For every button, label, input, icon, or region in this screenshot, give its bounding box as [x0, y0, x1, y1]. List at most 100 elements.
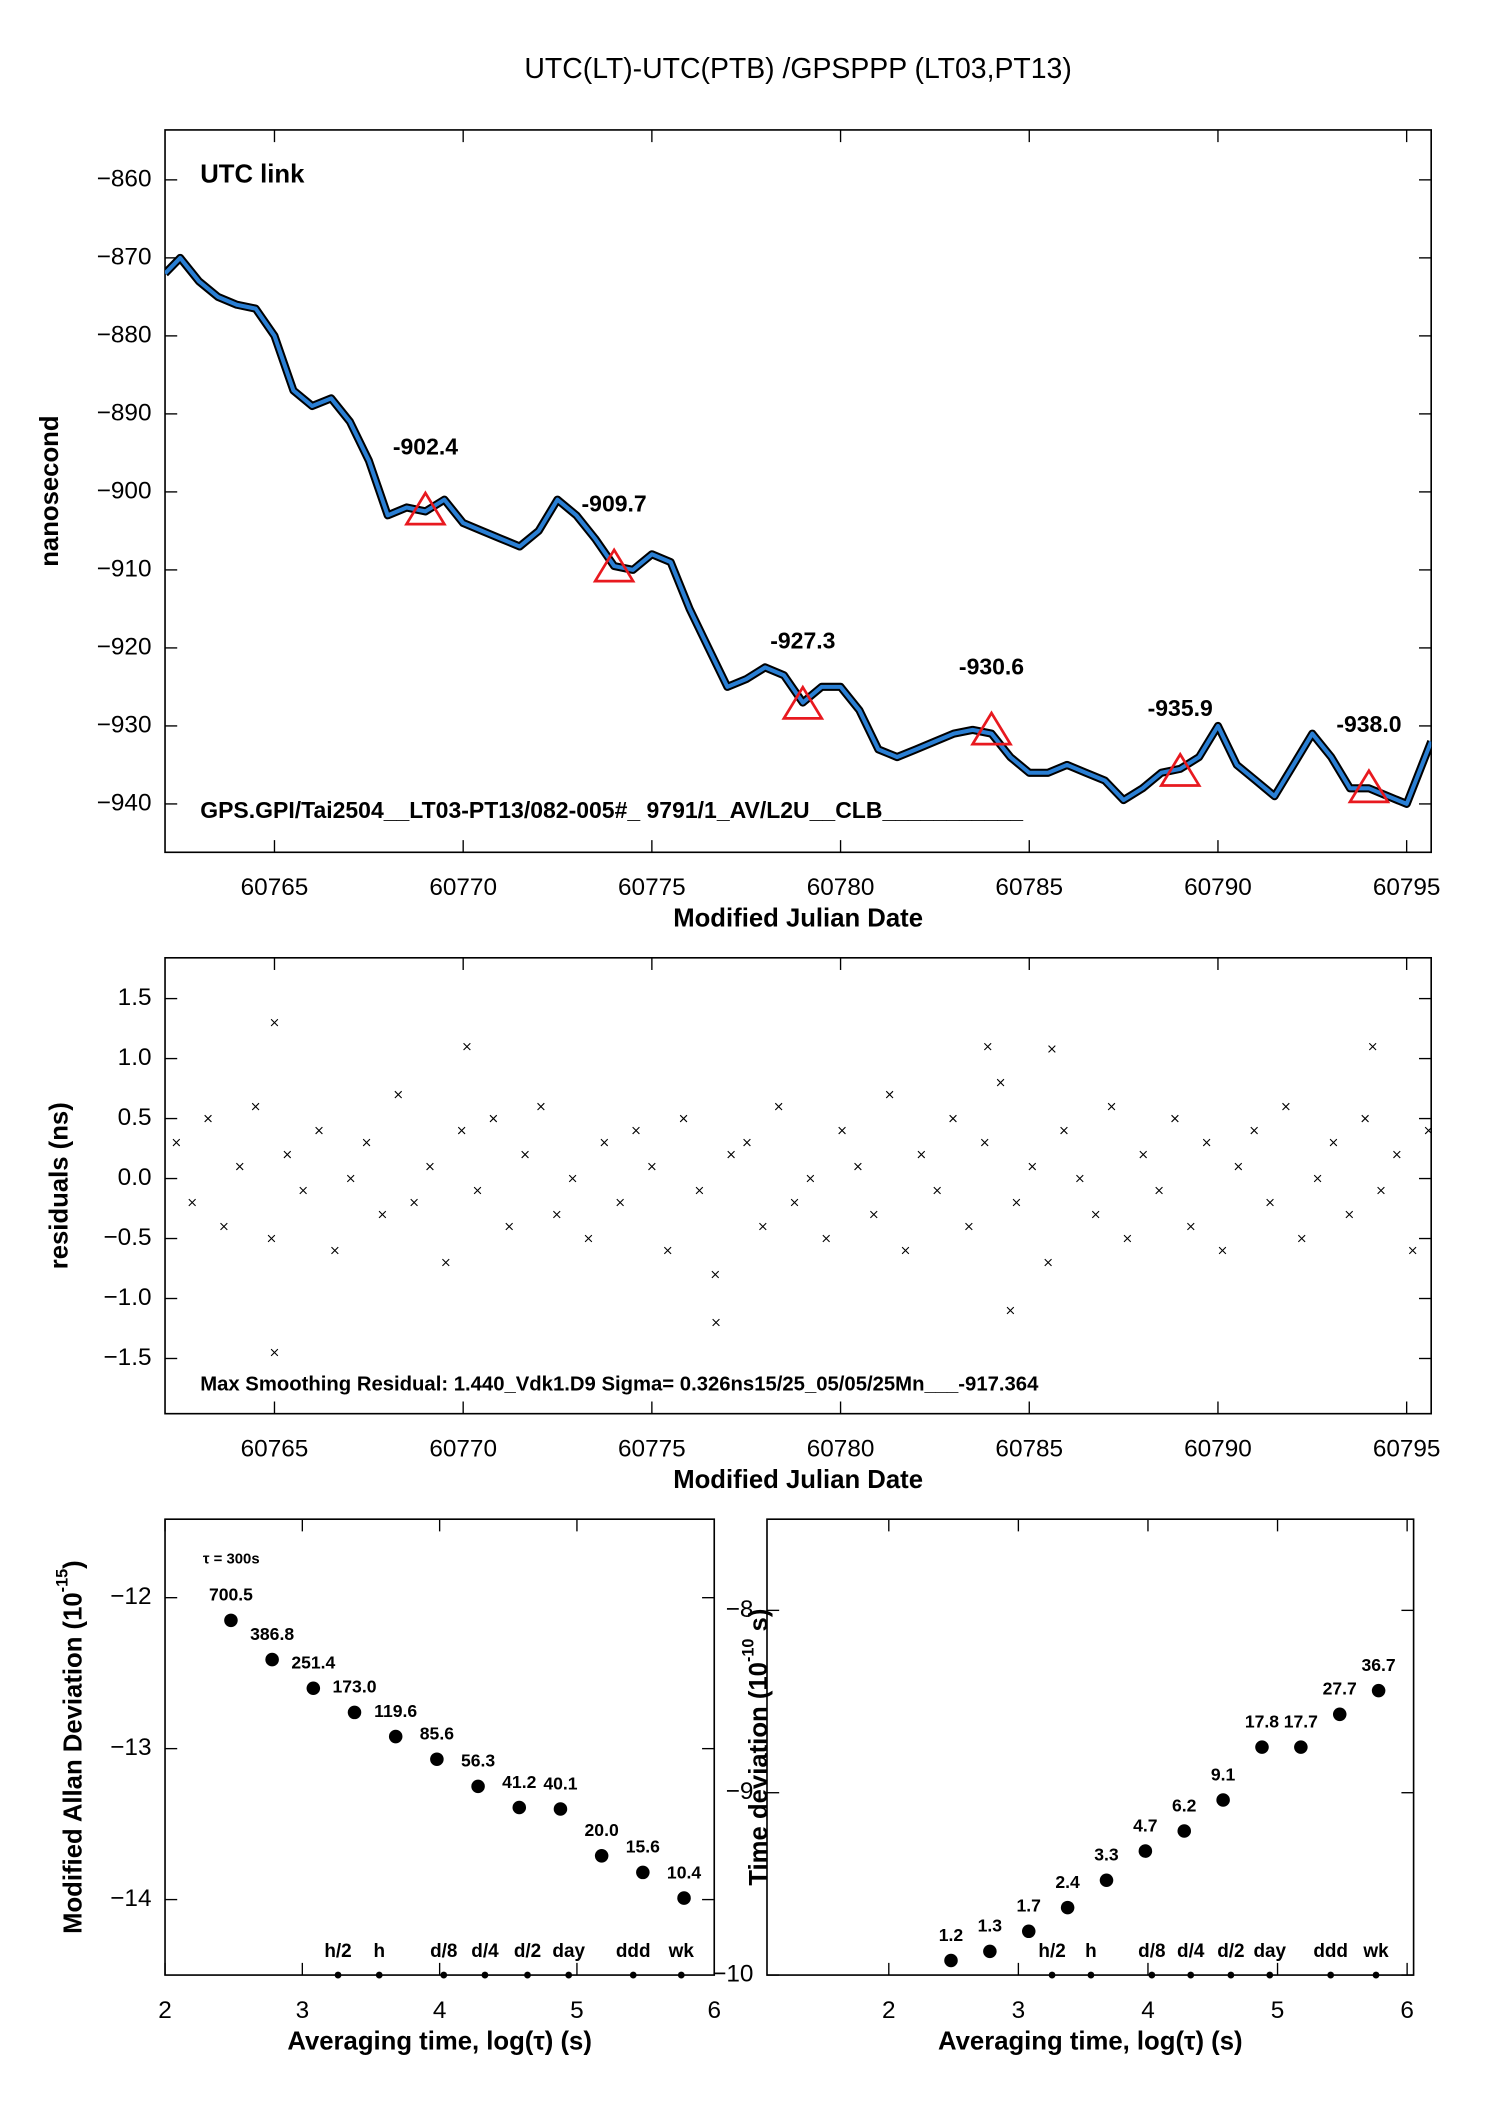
point	[1028, 1162, 1037, 1171]
point	[1377, 1186, 1385, 1195]
reference-mark	[334, 1971, 342, 1979]
point	[473, 1186, 482, 1195]
reference-label: wk	[1362, 1941, 1389, 1962]
x-tick-label: 60770	[429, 874, 497, 901]
marker-label: -927.3	[770, 628, 835, 654]
reference-label: day	[552, 1941, 585, 1962]
point	[1255, 1740, 1269, 1754]
point-label: 251.4	[291, 1653, 335, 1673]
point-label: 27.7	[1323, 1679, 1357, 1699]
y-tick-label: 0.0	[118, 1164, 152, 1191]
reference-label: d/2	[1217, 1941, 1244, 1962]
point	[347, 1705, 362, 1720]
x-tick-label: 60785	[995, 1436, 1063, 1463]
y-tick-label: −12	[110, 1583, 151, 1610]
point	[378, 1210, 387, 1219]
point	[1091, 1210, 1100, 1219]
point	[1044, 1258, 1052, 1267]
point	[677, 1891, 691, 1905]
reference-label: d/4	[471, 1941, 499, 1962]
reference-label: h/2	[1038, 1941, 1065, 1962]
point	[235, 1162, 244, 1171]
point	[996, 1078, 1005, 1087]
point	[442, 1258, 450, 1267]
x-tick-label: 3	[1012, 1997, 1026, 2024]
x-tick-label: 60785	[995, 874, 1063, 901]
point	[712, 1318, 720, 1327]
point	[270, 1018, 279, 1027]
point	[636, 1865, 650, 1880]
point	[346, 1174, 355, 1183]
y-axis-label-exponent: -15	[54, 1569, 72, 1592]
x-tick-label: 60780	[807, 874, 875, 901]
point	[1393, 1150, 1401, 1159]
point	[901, 1246, 910, 1255]
point-label: 3.3	[1094, 1845, 1119, 1865]
y-axis-label-end: s)	[745, 1609, 773, 1639]
point	[632, 1126, 640, 1135]
y-tick-label: −900	[97, 477, 152, 504]
point	[394, 1090, 403, 1099]
x-tick-label: 2	[882, 1997, 896, 2024]
chart-title: UTC(LT)-UTC(PTB) /GPSPPP (LT03,PT13)	[524, 53, 1071, 85]
reference-mark	[677, 1971, 685, 1979]
point	[1060, 1126, 1068, 1135]
footnote: GPS.GPI/Tai2504__LT03-PT13/082-005#_ 979…	[200, 797, 1023, 823]
y-tick-label: −930	[97, 711, 152, 738]
point	[933, 1186, 941, 1195]
y-tick-label: −880	[97, 321, 152, 348]
reference-mark	[1327, 1971, 1335, 1979]
point	[1294, 1740, 1308, 1754]
x-tick-label: 60765	[241, 874, 309, 901]
annotation: τ = 300s	[203, 1552, 260, 1568]
triangle-marker	[404, 490, 447, 526]
point	[1177, 1824, 1192, 1838]
reference-mark	[481, 1971, 489, 1979]
point	[774, 1102, 783, 1111]
point	[362, 1138, 371, 1147]
x-tick-label: 3	[296, 1997, 310, 2024]
point	[430, 1752, 444, 1766]
point	[457, 1126, 466, 1135]
point	[1250, 1126, 1258, 1135]
reference-mark	[524, 1971, 531, 1979]
point	[306, 1681, 321, 1696]
point	[1218, 1246, 1227, 1255]
x-tick-label: 60775	[618, 874, 686, 901]
point	[220, 1222, 228, 1231]
point-label: 40.1	[543, 1773, 577, 1793]
x-tick-label: 60780	[807, 1436, 875, 1463]
point	[917, 1150, 926, 1159]
point	[616, 1198, 624, 1207]
x-tick-label: 60795	[1373, 1436, 1441, 1463]
y-tick-label: 1.0	[118, 1044, 152, 1071]
point	[1361, 1114, 1369, 1123]
triangle-marker	[1347, 768, 1391, 804]
y-axis-label-exponent: -10	[740, 1639, 758, 1662]
y-tick-label: 0.5	[118, 1104, 152, 1131]
point	[1076, 1174, 1084, 1183]
annotation: UTC link	[200, 161, 305, 189]
point	[679, 1114, 688, 1123]
point	[1139, 1150, 1147, 1159]
point	[600, 1138, 609, 1147]
reference-mark	[1087, 1971, 1095, 1979]
y-axis-label: Modified Allan Deviation (10-15)	[54, 1560, 87, 1934]
reference-label: wk	[668, 1941, 695, 1962]
point	[838, 1126, 846, 1135]
point-label: 10.4	[667, 1862, 701, 1882]
y-axis-label: residuals (ns)	[46, 1102, 74, 1269]
reference-label: h	[373, 1941, 385, 1962]
y-tick-label: −870	[97, 243, 152, 270]
point-label: 9.1	[1211, 1764, 1236, 1784]
point	[512, 1800, 527, 1815]
point	[1216, 1793, 1230, 1807]
y-tick-label: −860	[97, 165, 152, 192]
marker-label: -902.4	[393, 433, 458, 459]
point-label: 1.3	[978, 1916, 1003, 1936]
point	[1012, 1198, 1021, 1207]
point	[584, 1234, 593, 1243]
point-label: 2.4	[1055, 1872, 1080, 1892]
point	[568, 1174, 577, 1183]
